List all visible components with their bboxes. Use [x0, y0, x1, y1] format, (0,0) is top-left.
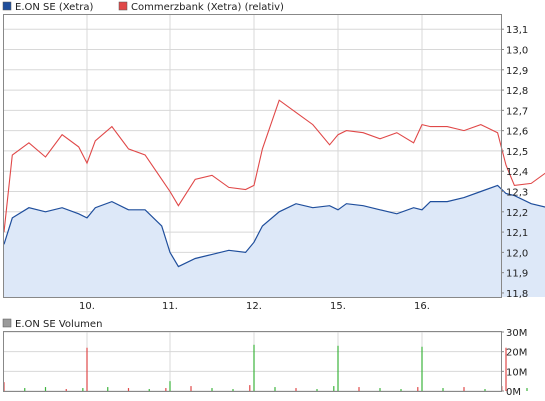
price-x-axis: 10. 11. 12. 15. 16.	[79, 301, 430, 312]
legend-label-commerzbank: Commerzbank (Xetra) (relativ)	[131, 2, 284, 13]
main-legend: E.ON SE (Xetra) Commerzbank (Xetra) (rel…	[2, 1, 284, 13]
price-y-tick-label: 12,4	[506, 167, 528, 178]
price-x-tick-label: 12.	[246, 301, 262, 312]
price-y-tick-label: 12,8	[506, 86, 528, 97]
volume-y-tick-label: 10M	[506, 367, 527, 378]
legend-label-eon: E.ON SE (Xetra)	[15, 2, 93, 13]
volume-bars	[3, 344, 528, 391]
price-y-tick-label: 12,1	[506, 228, 528, 239]
volume-y-tick-label: 0M	[506, 387, 521, 398]
price-panel: 11,8 11,9 12,0 12,1 12,2 12,3 12,4 12,5 12,6 12,7…	[3, 14, 545, 312]
price-x-tick-label: 10.	[79, 301, 95, 312]
legend-swatch-commerzbank	[118, 1, 128, 11]
volume-y-tick-label: 30M	[506, 328, 527, 339]
volume-panel: 0M 10M 20M 30M	[3, 328, 528, 398]
price-y-tick-label: 12,0	[506, 248, 528, 259]
price-y-tick-label: 12,2	[506, 208, 528, 219]
price-y-tick-label: 12,6	[506, 127, 528, 138]
price-x-tick-label: 16.	[414, 301, 430, 312]
price-y-tick-label: 12,7	[506, 106, 528, 117]
legend-swatch-eon	[2, 1, 12, 11]
price-panel-frame	[3, 14, 502, 298]
commerzbank-relative-line	[3, 99, 545, 233]
eon-price-line	[3, 184, 545, 268]
legend-swatch-volume	[2, 318, 12, 328]
price-y-tick-label: 12,3	[506, 188, 528, 199]
price-grid	[4, 15, 501, 297]
legend-label-volume: E.ON SE Volumen	[15, 319, 102, 330]
volume-grid	[4, 331, 501, 392]
price-y-tick-label: 12,5	[506, 147, 528, 158]
price-y-tick-label: 13,0	[506, 45, 528, 56]
volume-y-tick-label: 20M	[506, 348, 527, 359]
eon-area-fill	[4, 185, 545, 297]
volume-panel-frame	[3, 331, 502, 392]
volume-y-axis: 0M 10M 20M 30M	[501, 328, 527, 398]
price-x-tick-label: 11.	[162, 301, 178, 312]
volume-legend: E.ON SE Volumen	[2, 318, 102, 330]
price-y-axis: 11,8 11,9 12,0 12,1 12,2 12,3 12,4 12,5 12,6 12,7…	[501, 25, 528, 300]
price-y-tick-label: 11,8	[506, 289, 528, 300]
price-y-tick-label: 12,9	[506, 66, 528, 77]
price-y-tick-label: 13,1	[506, 25, 528, 36]
price-y-tick-label: 11,9	[506, 269, 528, 280]
price-x-tick-label: 15.	[330, 301, 346, 312]
